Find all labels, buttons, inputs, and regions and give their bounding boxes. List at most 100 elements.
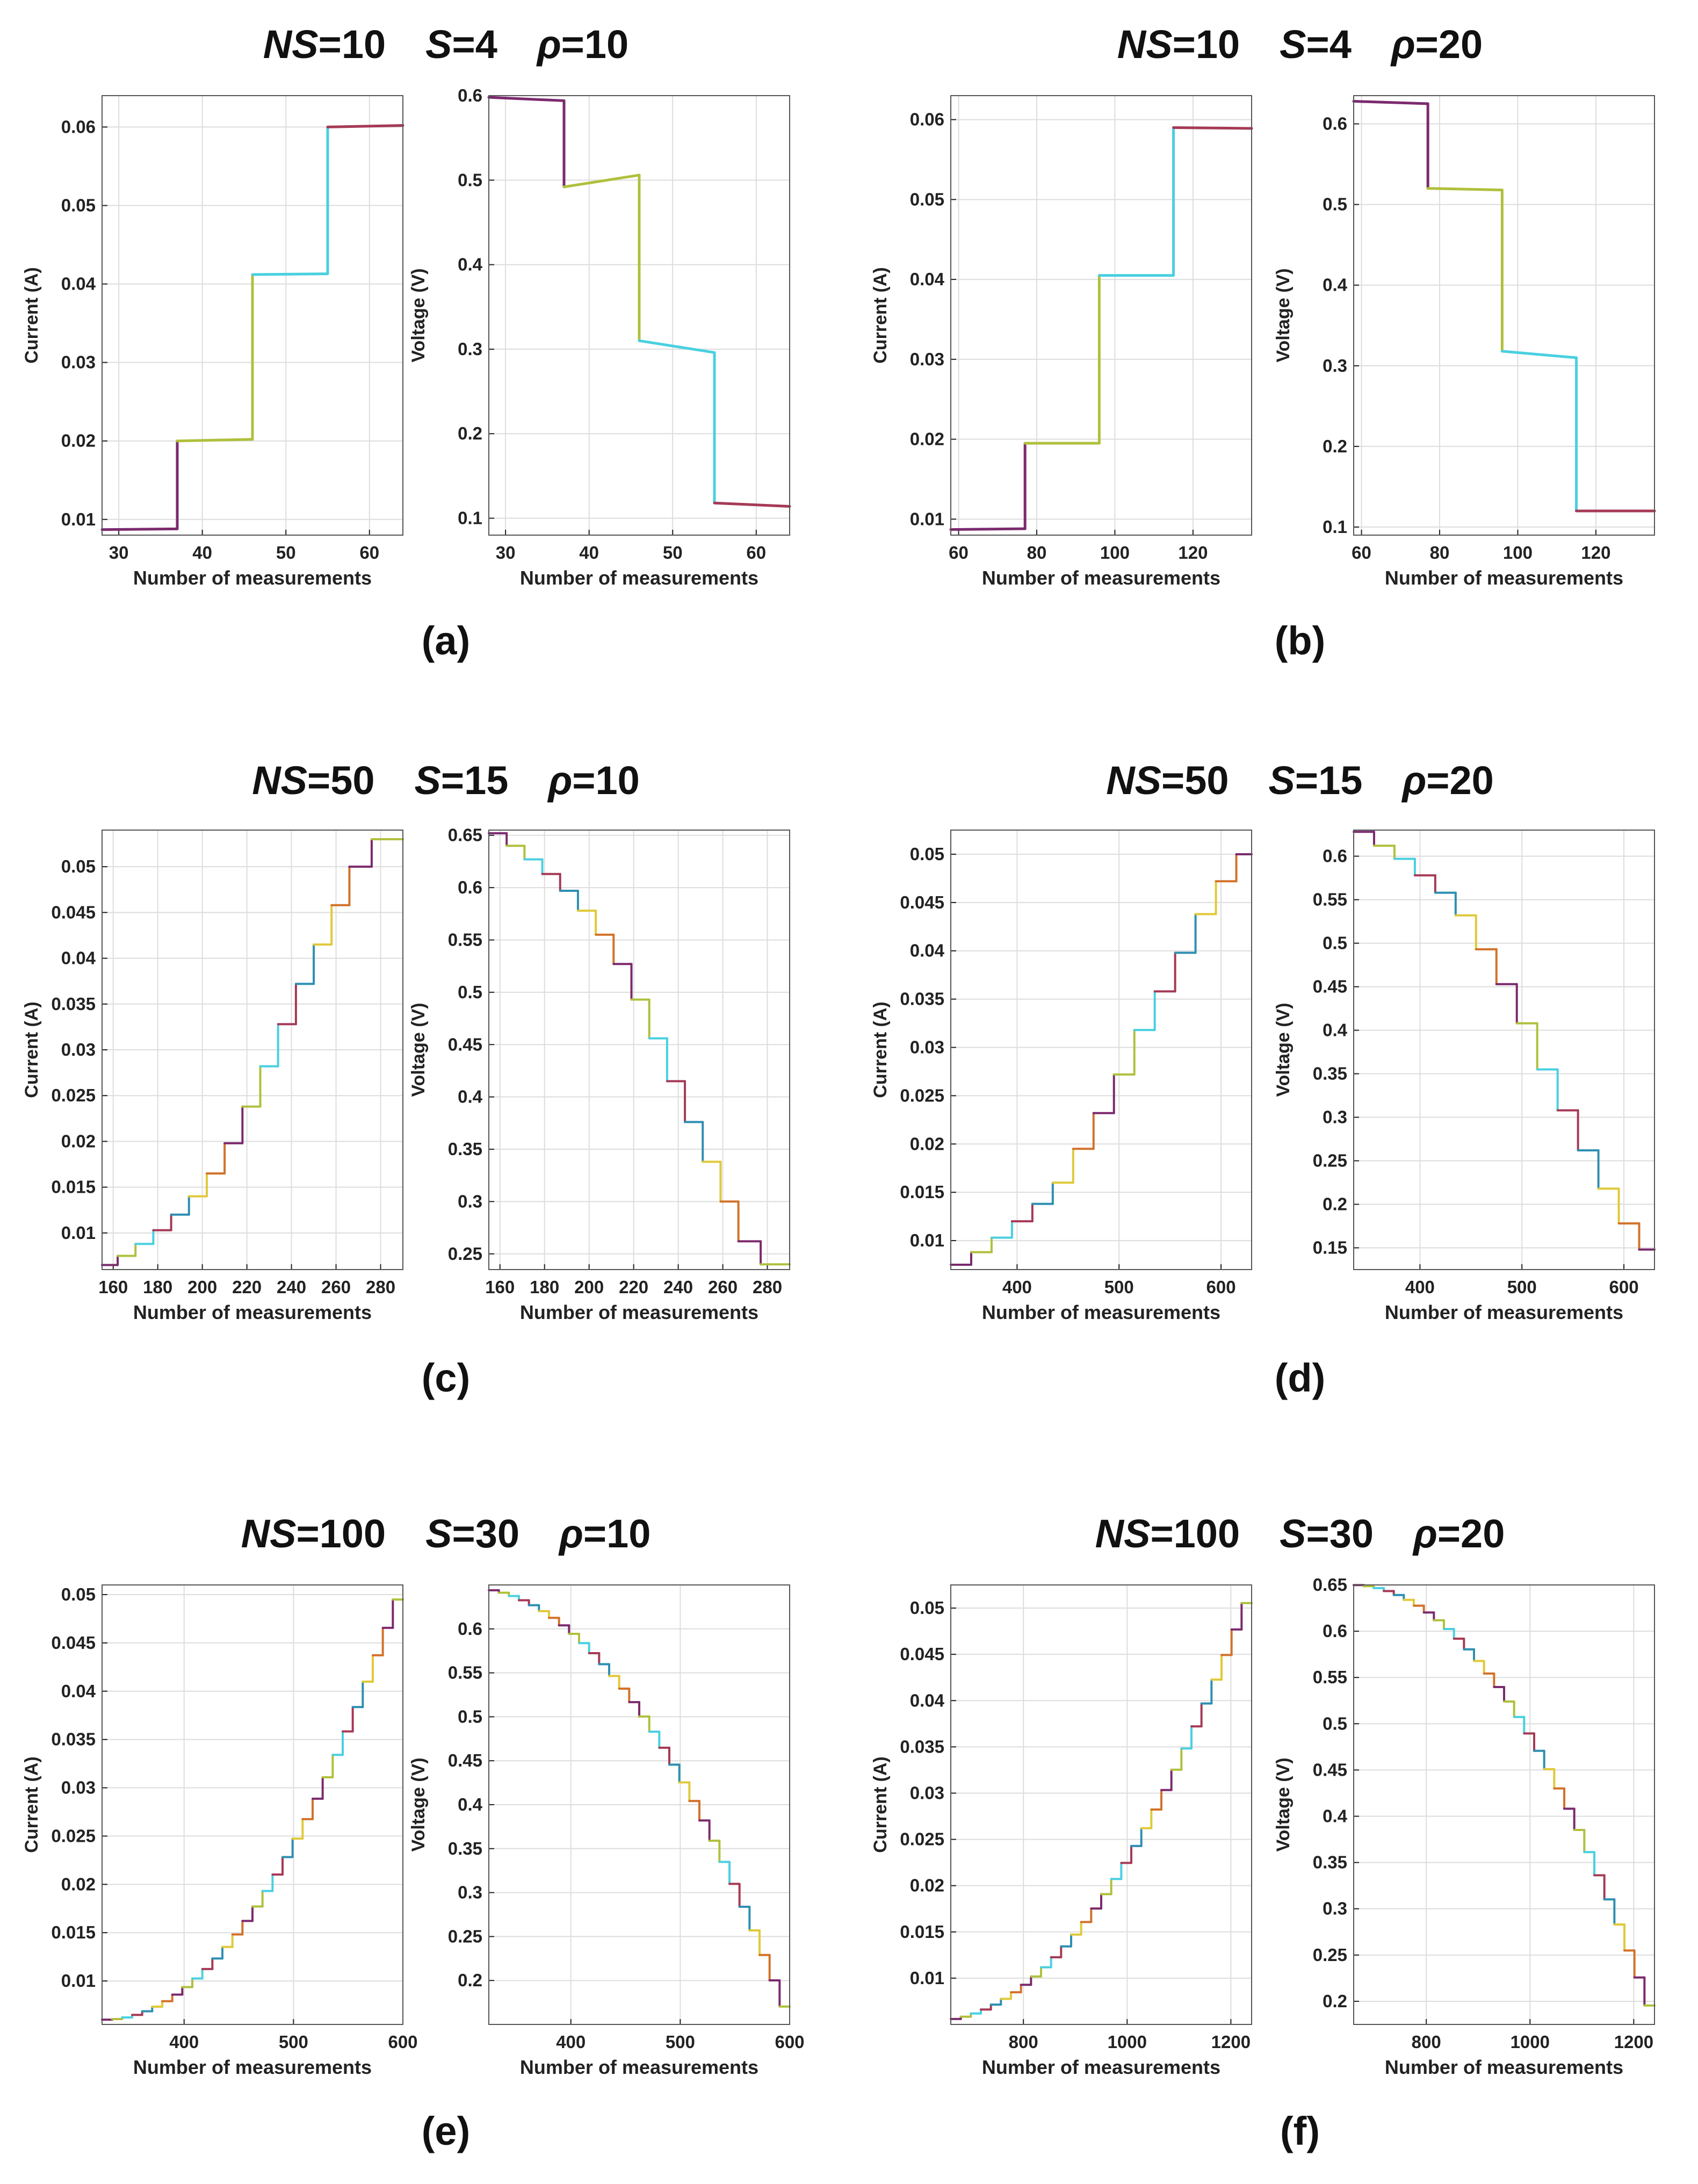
x-tick-label: 60 xyxy=(746,543,766,563)
title-value: 10 xyxy=(342,22,386,67)
plot-area xyxy=(102,1585,403,2024)
y-tick-label: 0.035 xyxy=(900,1736,944,1756)
title-text: S xyxy=(1280,1511,1306,1556)
title-value: 100 xyxy=(320,1511,386,1556)
title-text: ρ xyxy=(1401,758,1426,803)
x-tick-label: 280 xyxy=(366,1277,395,1297)
x-tick-label: 500 xyxy=(666,2032,695,2052)
y-tick-label: 0.03 xyxy=(61,352,96,372)
title-text: = xyxy=(1173,22,1196,67)
title-text: ρ xyxy=(547,758,572,803)
panel-label: (d) xyxy=(1275,1356,1326,1400)
plot-frame xyxy=(1353,1584,1655,2025)
y-tick-label: 0.035 xyxy=(51,994,96,1014)
y-tick-label: 0.02 xyxy=(61,1874,96,1894)
x-tick-label: 1000 xyxy=(1511,2032,1550,2052)
panel-title: NS=10 S=4 ρ=20 xyxy=(1117,22,1483,67)
y-tick-label: 0.04 xyxy=(910,269,945,289)
title-value: 20 xyxy=(1461,1511,1505,1556)
y-tick-label: 0.025 xyxy=(900,1085,944,1105)
title-text: = xyxy=(1150,1511,1173,1556)
title-value: 20 xyxy=(1449,758,1493,803)
y-tick-label: 0.045 xyxy=(900,892,944,912)
title-text: NS xyxy=(1095,1511,1151,1556)
title-text: ρ xyxy=(1412,1511,1437,1556)
panel-title: NS=50 S=15 ρ=20 xyxy=(1106,758,1494,803)
title-value: 30 xyxy=(475,1511,519,1556)
title-value: 50 xyxy=(1184,758,1229,803)
y-tick-label: 0.02 xyxy=(910,1876,944,1895)
y-tick-label: 0.4 xyxy=(1323,275,1348,295)
y-tick-label: 0.03 xyxy=(61,1778,96,1798)
y-tick-label: 0.05 xyxy=(61,1584,96,1604)
y-tick-label: 0.2 xyxy=(1323,1991,1347,2011)
y-tick-label: 0.4 xyxy=(458,1087,483,1107)
series-step xyxy=(1352,100,1429,105)
y-tick-label: 0.6 xyxy=(1323,846,1347,866)
title-text: ρ xyxy=(558,1511,583,1556)
title-text xyxy=(497,22,537,67)
y-tick-label: 0.045 xyxy=(51,902,96,922)
title-text: = xyxy=(1415,22,1439,67)
plot-area xyxy=(951,1585,1252,2024)
title-text xyxy=(1362,758,1402,803)
x-tick-label: 500 xyxy=(279,2032,308,2052)
title-text: NS xyxy=(1117,22,1173,67)
x-axis-label: Number of measurements xyxy=(520,2056,758,2078)
y-axis-label: Voltage (V) xyxy=(408,1757,429,1851)
title-text: = xyxy=(452,1511,475,1556)
y-tick-label: 0.35 xyxy=(448,1139,482,1159)
title-value: 100 xyxy=(1174,1511,1240,1556)
x-axis-label: Number of measurements xyxy=(520,1301,758,1323)
title-text: = xyxy=(1426,758,1449,803)
plot-frame xyxy=(950,1584,1252,2025)
plot-frame xyxy=(1353,95,1655,536)
title-value: 50 xyxy=(330,758,374,803)
x-tick-label: 600 xyxy=(388,2032,417,2052)
x-axis-label: Number of measurements xyxy=(1385,1301,1623,1323)
y-tick-label: 0.1 xyxy=(1323,517,1347,537)
y-tick-label: 0.01 xyxy=(910,1230,944,1250)
y-tick-label: 0.2 xyxy=(1323,1194,1347,1214)
title-text xyxy=(1374,1511,1413,1556)
y-tick-label: 0.015 xyxy=(51,1177,96,1197)
y-tick-label: 0.04 xyxy=(910,1690,945,1710)
plot-frame xyxy=(102,95,403,536)
y-tick-label: 0.4 xyxy=(458,1794,483,1814)
y-tick-label: 0.05 xyxy=(910,1598,944,1618)
y-tick-label: 0.045 xyxy=(900,1644,944,1664)
y-tick-label: 0.01 xyxy=(61,509,96,529)
y-tick-label: 0.015 xyxy=(51,1922,96,1942)
x-axis-label: Number of measurements xyxy=(520,567,758,589)
title-text: S xyxy=(1280,22,1306,67)
chart-3: 60 80 100 120 0.1 0.2 0.3 0.4 0.5 0.6 Number of me… xyxy=(1273,95,1656,589)
x-tick-label: 160 xyxy=(485,1277,515,1297)
y-tick-label: 0.3 xyxy=(1323,1899,1347,1919)
title-value: 30 xyxy=(1330,1511,1374,1556)
x-tick-label: 60 xyxy=(359,543,379,563)
title-text xyxy=(1352,22,1391,67)
x-tick-label: 1200 xyxy=(1614,2032,1653,2052)
x-axis-label: Number of measurements xyxy=(1385,2056,1623,2078)
y-axis-label: Current (A) xyxy=(870,1756,891,1853)
y-tick-label: 0.55 xyxy=(1313,890,1347,910)
x-tick-label: 600 xyxy=(1206,1277,1236,1297)
title-text: NS xyxy=(1106,758,1161,803)
y-tick-label: 0.05 xyxy=(910,189,944,209)
title-text xyxy=(375,758,415,803)
title-text: = xyxy=(1161,758,1184,803)
title-text: NS xyxy=(263,22,319,67)
y-tick-label: 0.02 xyxy=(910,429,944,449)
plot-area xyxy=(1354,1585,1654,2024)
title-text xyxy=(508,758,548,803)
plot-area xyxy=(951,96,1252,535)
y-tick-label: 0.2 xyxy=(458,423,482,443)
y-tick-label: 0.4 xyxy=(458,255,483,275)
x-axis-label: Number of measurements xyxy=(1385,567,1623,589)
plot-frame xyxy=(102,1584,403,2025)
x-tick-label: 120 xyxy=(1581,543,1610,563)
y-tick-label: 0.01 xyxy=(61,1971,96,1991)
plot-area xyxy=(951,830,1252,1270)
y-tick-label: 0.02 xyxy=(61,1131,96,1151)
x-tick-label: 50 xyxy=(663,543,683,563)
